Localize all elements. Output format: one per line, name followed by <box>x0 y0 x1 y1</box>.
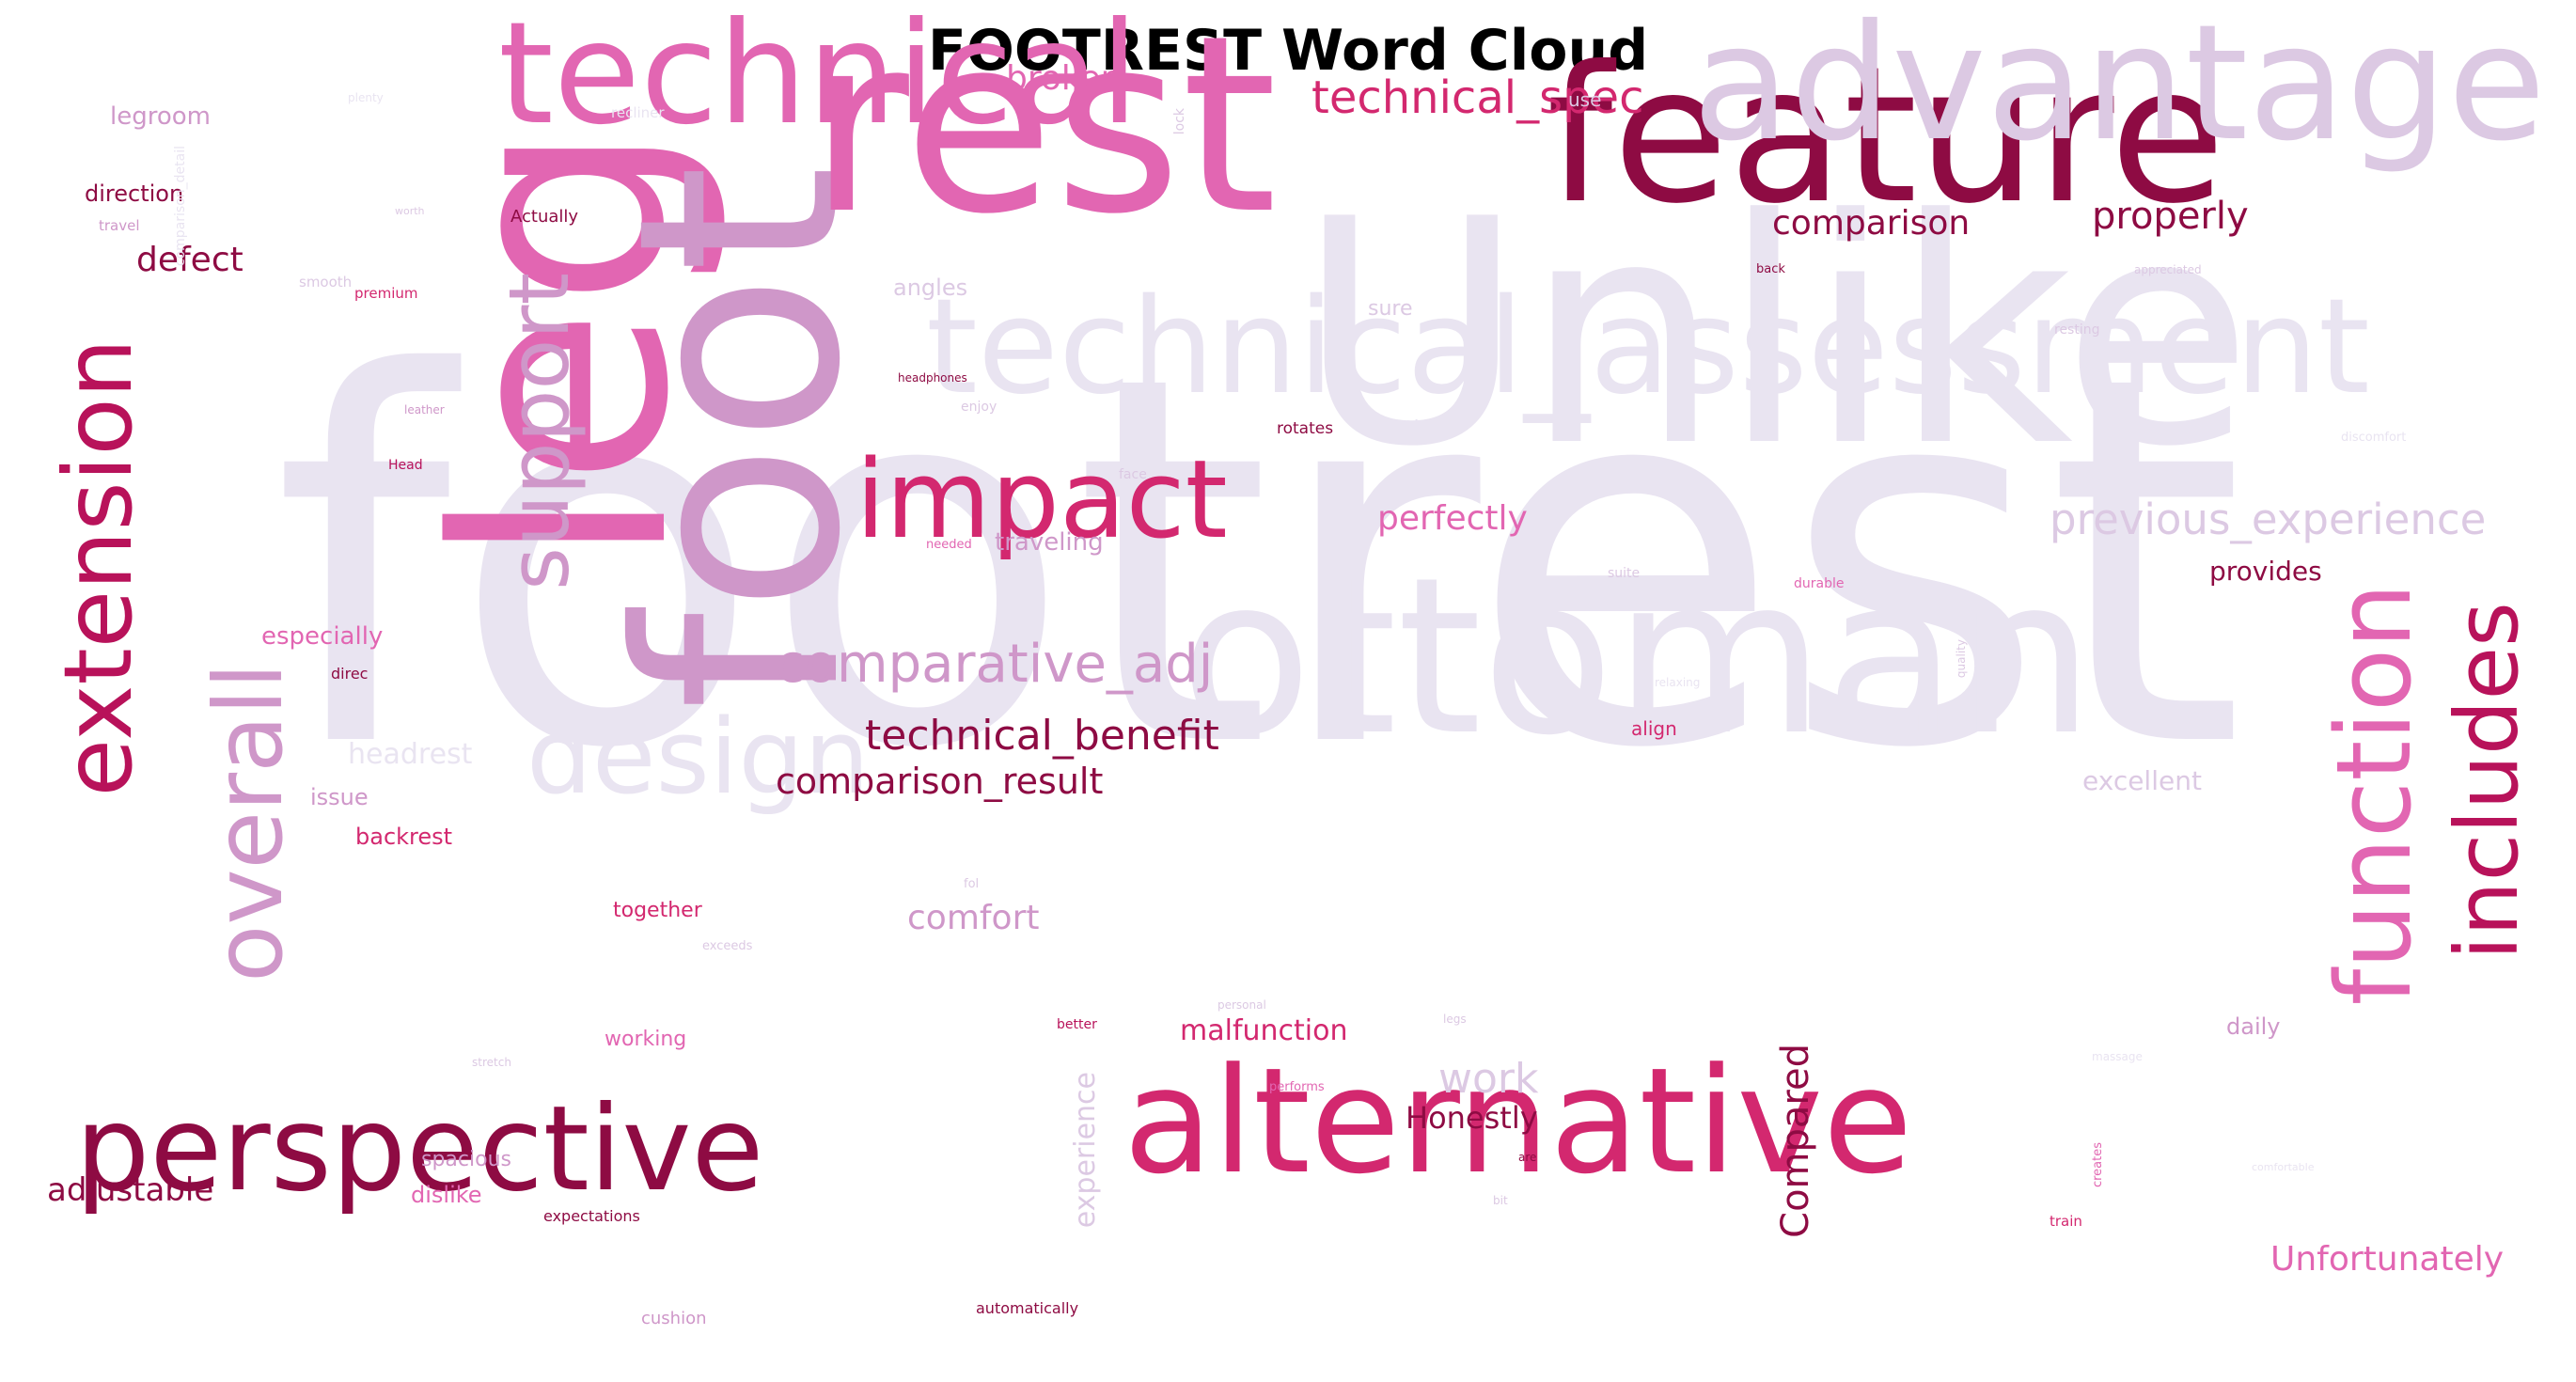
cloud-word: are <box>1518 1151 1537 1164</box>
cloud-word: comfortable <box>2252 1161 2315 1173</box>
cloud-word: extension <box>43 338 153 797</box>
cloud-word: back <box>1756 262 1785 276</box>
cloud-word: expectations <box>543 1207 640 1225</box>
cloud-word: needed <box>926 538 972 552</box>
cloud-word: quality <box>1955 639 1968 679</box>
cloud-word: bit <box>1493 1194 1508 1207</box>
cloud-word: durable <box>1794 576 1845 591</box>
cloud-word: legs <box>1443 1013 1467 1026</box>
cloud-word: relaxing <box>1655 676 1701 689</box>
cloud-word: properly <box>2092 195 2249 238</box>
cloud-word: sure <box>1368 297 1413 321</box>
cloud-word: provides <box>2209 556 2322 587</box>
cloud-word: Honestly <box>1406 1100 1538 1136</box>
cloud-word: think <box>1406 417 1458 441</box>
cloud-word: daily <box>2226 1013 2281 1040</box>
cloud-word: Head <box>388 458 423 473</box>
cloud-word: backrest <box>355 824 453 850</box>
cloud-word: working <box>605 1028 687 1051</box>
cloud-word: technical_benefit <box>865 712 1219 760</box>
cloud-word: perspective <box>75 1081 764 1217</box>
cloud-word: comparative_adj <box>776 634 1214 695</box>
cloud-word: issue <box>310 784 369 810</box>
cloud-word: broken <box>1006 59 1123 98</box>
cloud-word: comparison <box>1772 204 1971 243</box>
cloud-word: especially <box>261 622 384 651</box>
cloud-word: alternative <box>1123 1036 1913 1206</box>
cloud-word: automatically <box>976 1299 1079 1317</box>
cloud-word: face <box>1119 467 1147 482</box>
cloud-word: appreciated <box>2134 263 2202 276</box>
cloud-word: together <box>613 899 702 922</box>
cloud-word: Actually <box>510 207 579 227</box>
cloud-word: adjustable <box>47 1171 214 1209</box>
cloud-word: Unfortunately <box>2270 1240 2505 1279</box>
cloud-word: advantage <box>1692 0 2546 177</box>
cloud-word: lock <box>1172 108 1187 135</box>
cloud-word: performs <box>1269 1080 1325 1094</box>
cloud-word: malfunction <box>1180 1014 1348 1047</box>
cloud-word: previous_experience <box>2050 495 2487 544</box>
cloud-word: use <box>1568 88 1602 111</box>
cloud-word: traveling <box>995 528 1104 557</box>
cloud-word: perfectly <box>1377 499 1528 538</box>
cloud-word: plenty <box>348 91 384 104</box>
cloud-word: technical <box>498 0 1139 156</box>
cloud-word: fol <box>964 877 980 891</box>
cloud-word: headrest <box>348 738 473 771</box>
cloud-word: overall <box>194 663 304 982</box>
cloud-word: suite <box>1608 566 1641 581</box>
cloud-word: rest <box>809 0 1278 268</box>
cloud-word: excellent <box>2082 765 2202 796</box>
cloud-word: resting <box>2054 322 2100 338</box>
cloud-word: stretch <box>472 1056 511 1069</box>
cloud-word: impact <box>856 437 1228 563</box>
cloud-word: feature <box>1547 26 2226 245</box>
cloud-word: comparison_detail <box>173 146 188 267</box>
cloud-word: footrest <box>273 269 2246 859</box>
cloud-word: exceeds <box>702 939 753 953</box>
cloud-word: creates <box>2091 1142 2105 1188</box>
cloud-word: smooth <box>299 274 353 291</box>
cloud-word: direc <box>331 665 369 683</box>
cloud-word: function <box>2314 583 2434 1006</box>
cloud-word: ottoman <box>1180 532 2095 783</box>
cloud-word: recliner <box>611 104 665 121</box>
cloud-word: align <box>1631 717 1677 740</box>
cloud-word: massage <box>2092 1050 2143 1063</box>
cloud-word: Compared <box>1774 1044 1817 1238</box>
cloud-word: direction <box>85 181 184 207</box>
cloud-word: work <box>1438 1055 1539 1103</box>
cloud-word: spacious <box>421 1148 511 1171</box>
cloud-word: Unlike <box>1297 153 2254 514</box>
cloud-word: discomfort <box>2341 431 2407 445</box>
cloud-word: leather <box>404 403 445 416</box>
cloud-word: experience <box>1069 1072 1102 1229</box>
cloud-word: design <box>526 697 870 817</box>
cloud-word: legroom <box>110 102 211 131</box>
cloud-word: worth <box>395 205 425 217</box>
cloud-word: defect <box>136 241 243 279</box>
cloud-word: rotates <box>1277 419 1334 438</box>
cloud-word: cushion <box>641 1309 707 1328</box>
cloud-word: dislike <box>411 1182 482 1208</box>
cloud-word: support <box>491 273 588 590</box>
cloud-word: premium <box>354 285 418 302</box>
cloud-word: better <box>1057 1017 1097 1032</box>
cloud-word: train <box>2050 1213 2082 1230</box>
cloud-word: comfort <box>907 899 1040 937</box>
cloud-word: technical_assessment <box>926 271 2370 424</box>
chart-title: FOOTREST Word Cloud <box>927 18 1649 84</box>
cloud-word: travel <box>99 217 140 234</box>
cloud-word: enjoy <box>961 400 997 415</box>
cloud-word: angles <box>893 275 968 301</box>
cloud-word: headphones <box>898 371 967 385</box>
cloud-word: technical_spec <box>1312 71 1644 124</box>
cloud-word: comparison_result <box>776 761 1104 802</box>
cloud-word: includes <box>2437 602 2537 961</box>
cloud-word: personal <box>1217 998 1266 1012</box>
